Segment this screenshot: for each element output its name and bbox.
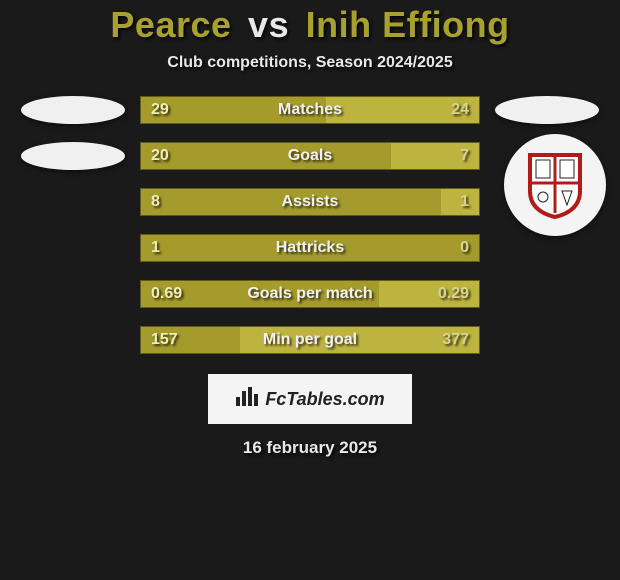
date-text: 16 february 2025 [243,438,377,458]
stat-row-mpg: 157 Min per goal 377 [0,326,620,354]
woking-shield-icon [526,151,584,219]
infographic-root: Pearce vs Inih Effiong Club competitions… [0,0,620,580]
stat-bar: 157 Min per goal 377 [140,326,480,354]
player1-club-ellipse-1 [21,96,125,124]
stat-bar: 1 Hattricks 0 [140,234,480,262]
fctables-text: FcTables.com [265,389,384,410]
left-badge-slot [18,96,128,124]
stat-row-hattricks: 1 Hattricks 0 [0,234,620,262]
player2-name: Inih Effiong [306,4,510,45]
bar-left-fill [141,189,441,215]
bar-right-fill [441,189,479,215]
chart-bars-icon [235,387,259,412]
stat-bar: 29 Matches 24 [140,96,480,124]
player2-club-ellipse-1 [495,96,599,124]
bar-right-fill [391,143,479,169]
subtitle: Club competitions, Season 2024/2025 [167,54,452,72]
stats-rows: 29 Matches 24 20 Goals 7 [0,96,620,354]
bar-right-fill [240,327,479,353]
stat-row-goals: 20 Goals 7 [0,142,620,170]
bar-left-fill [141,327,240,353]
stat-bar: 0.69 Goals per match 0.29 [140,280,480,308]
headline: Pearce vs Inih Effiong [110,4,509,46]
bar-left-fill [141,97,326,123]
player1-club-ellipse-2 [21,142,125,170]
bar-left-fill [141,281,379,307]
bar-right-fill [326,97,479,123]
player2-club-crest [504,134,606,236]
stat-bar: 20 Goals 7 [140,142,480,170]
vs-text: vs [248,4,289,45]
fctables-watermark: FcTables.com [208,374,412,424]
stat-row-matches: 29 Matches 24 [0,96,620,124]
bar-right-fill [379,281,479,307]
stat-row-gpm: 0.69 Goals per match 0.29 [0,280,620,308]
bar-left-fill [141,235,479,261]
left-badge-slot [18,142,128,170]
bar-left-fill [141,143,391,169]
stat-bar: 8 Assists 1 [140,188,480,216]
right-badge-slot [492,96,602,124]
player1-name: Pearce [110,4,231,45]
